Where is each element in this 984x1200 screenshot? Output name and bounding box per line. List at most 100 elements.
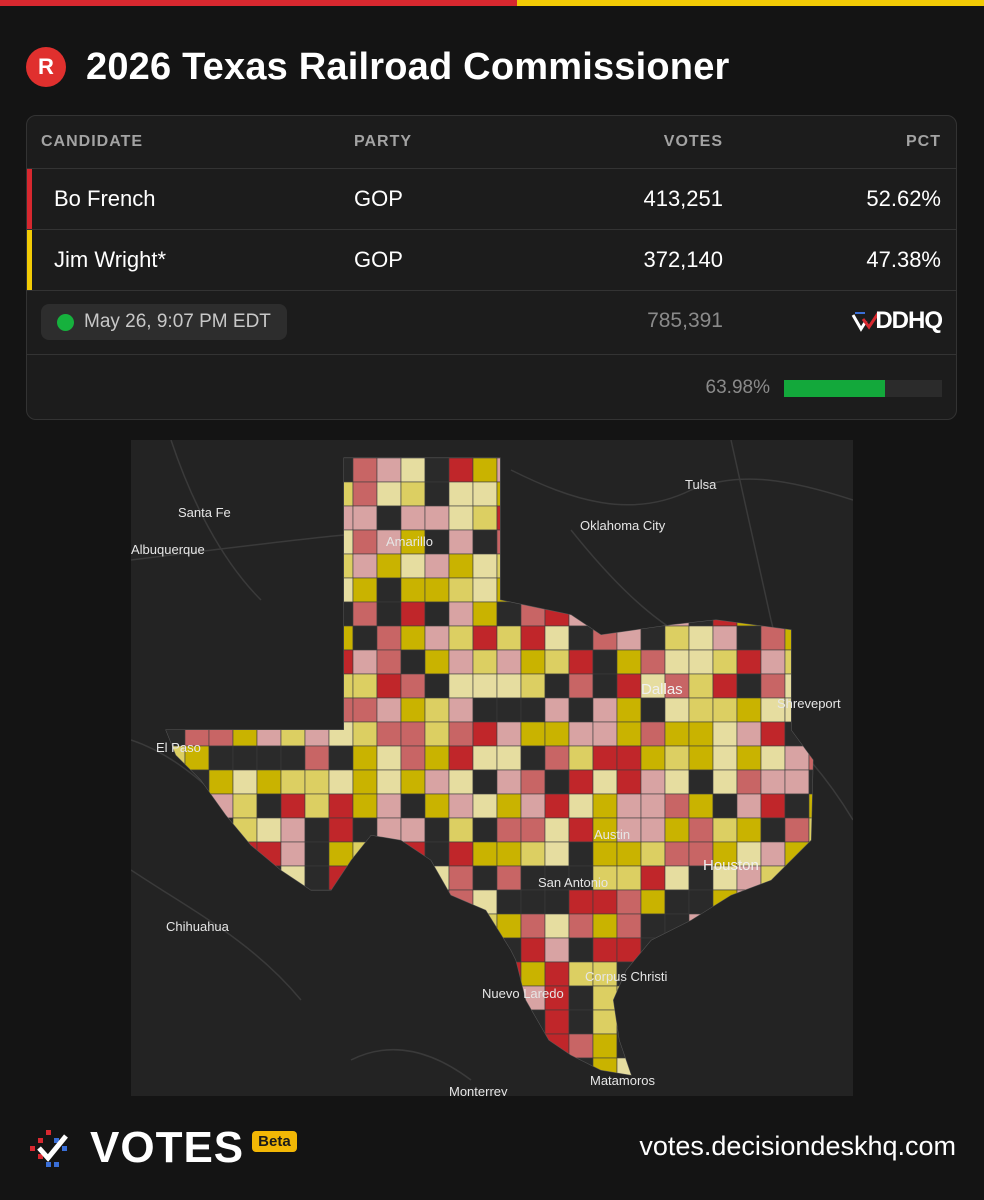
county-shape[interactable] xyxy=(544,529,570,555)
county-shape[interactable] xyxy=(568,577,594,603)
county-shape[interactable] xyxy=(472,745,498,771)
county-shape[interactable] xyxy=(304,673,330,699)
county-shape[interactable] xyxy=(520,1033,546,1059)
county-shape[interactable] xyxy=(472,577,498,603)
county-shape[interactable] xyxy=(736,529,762,555)
county-shape[interactable] xyxy=(352,865,378,891)
county-shape[interactable] xyxy=(616,697,642,723)
county-shape[interactable] xyxy=(280,649,306,675)
county-shape[interactable] xyxy=(616,937,642,963)
county-shape[interactable] xyxy=(232,601,258,627)
county-shape[interactable] xyxy=(184,769,210,795)
county-shape[interactable] xyxy=(688,649,714,675)
county-shape[interactable] xyxy=(328,1033,354,1059)
county-shape[interactable] xyxy=(568,1009,594,1035)
county-shape[interactable] xyxy=(208,1057,234,1082)
county-shape[interactable] xyxy=(688,1057,714,1082)
county-shape[interactable] xyxy=(376,1057,402,1082)
county-shape[interactable] xyxy=(184,841,210,867)
county-shape[interactable] xyxy=(616,601,642,627)
county-shape[interactable] xyxy=(208,793,234,819)
county-shape[interactable] xyxy=(592,961,618,987)
county-shape[interactable] xyxy=(161,985,186,1011)
county-shape[interactable] xyxy=(592,913,618,939)
county-shape[interactable] xyxy=(712,961,738,987)
county-shape[interactable] xyxy=(424,1033,450,1059)
county-shape[interactable] xyxy=(208,1033,234,1059)
county-shape[interactable] xyxy=(376,889,402,915)
county-shape[interactable] xyxy=(496,913,522,939)
county-shape[interactable] xyxy=(472,697,498,723)
county-shape[interactable] xyxy=(448,1009,474,1035)
county-shape[interactable] xyxy=(448,865,474,891)
county-shape[interactable] xyxy=(400,1057,426,1082)
county-shape[interactable] xyxy=(712,1009,738,1035)
county-shape[interactable] xyxy=(376,721,402,747)
county-shape[interactable] xyxy=(256,601,282,627)
county-shape[interactable] xyxy=(544,649,570,675)
county-shape[interactable] xyxy=(712,745,738,771)
county-shape[interactable] xyxy=(664,841,690,867)
county-shape[interactable] xyxy=(784,865,810,891)
county-shape[interactable] xyxy=(352,769,378,795)
county-shape[interactable] xyxy=(616,865,642,891)
county-shape[interactable] xyxy=(448,529,474,555)
county-shape[interactable] xyxy=(304,985,330,1011)
county-shape[interactable] xyxy=(232,505,258,531)
county-shape[interactable] xyxy=(568,481,594,507)
county-shape[interactable] xyxy=(808,1009,833,1035)
county-shape[interactable] xyxy=(328,793,354,819)
county-shape[interactable] xyxy=(688,577,714,603)
county-shape[interactable] xyxy=(400,961,426,987)
county-shape[interactable] xyxy=(161,697,186,723)
footer-brand[interactable]: VOTES Beta xyxy=(26,1123,297,1172)
county-shape[interactable] xyxy=(424,937,450,963)
county-shape[interactable] xyxy=(616,673,642,699)
county-shape[interactable] xyxy=(161,481,186,507)
county-shape[interactable] xyxy=(808,577,833,603)
county-shape[interactable] xyxy=(616,458,642,483)
county-shape[interactable] xyxy=(424,553,450,579)
county-shape[interactable] xyxy=(664,889,690,915)
county-shape[interactable] xyxy=(448,625,474,651)
county-shape[interactable] xyxy=(760,961,786,987)
county-shape[interactable] xyxy=(784,961,810,987)
county-shape[interactable] xyxy=(208,601,234,627)
county-shape[interactable] xyxy=(280,1033,306,1059)
county-shape[interactable] xyxy=(161,553,186,579)
county-shape[interactable] xyxy=(520,505,546,531)
county-shape[interactable] xyxy=(280,481,306,507)
county-shape[interactable] xyxy=(496,1009,522,1035)
county-shape[interactable] xyxy=(232,481,258,507)
county-shape[interactable] xyxy=(568,721,594,747)
county-shape[interactable] xyxy=(784,1033,810,1059)
county-shape[interactable] xyxy=(496,937,522,963)
county-shape[interactable] xyxy=(472,625,498,651)
county-shape[interactable] xyxy=(784,985,810,1011)
county-shape[interactable] xyxy=(808,529,833,555)
county-shape[interactable] xyxy=(161,673,186,699)
county-shape[interactable] xyxy=(304,841,330,867)
county-shape[interactable] xyxy=(496,625,522,651)
county-shape[interactable] xyxy=(280,865,306,891)
county-shape[interactable] xyxy=(808,505,833,531)
county-shape[interactable] xyxy=(328,817,354,843)
county-shape[interactable] xyxy=(448,769,474,795)
county-shape[interactable] xyxy=(592,1009,618,1035)
county-shape[interactable] xyxy=(568,889,594,915)
county-shape[interactable] xyxy=(640,985,666,1011)
county-shape[interactable] xyxy=(232,673,258,699)
county-shape[interactable] xyxy=(568,1033,594,1059)
county-shape[interactable] xyxy=(208,673,234,699)
county-shape[interactable] xyxy=(760,1033,786,1059)
county-shape[interactable] xyxy=(256,649,282,675)
county-shape[interactable] xyxy=(184,865,210,891)
county-shape[interactable] xyxy=(376,649,402,675)
county-shape[interactable] xyxy=(448,889,474,915)
county-shape[interactable] xyxy=(712,505,738,531)
county-shape[interactable] xyxy=(448,577,474,603)
county-shape[interactable] xyxy=(592,458,618,483)
county-shape[interactable] xyxy=(448,649,474,675)
county-shape[interactable] xyxy=(256,481,282,507)
county-shape[interactable] xyxy=(256,985,282,1011)
